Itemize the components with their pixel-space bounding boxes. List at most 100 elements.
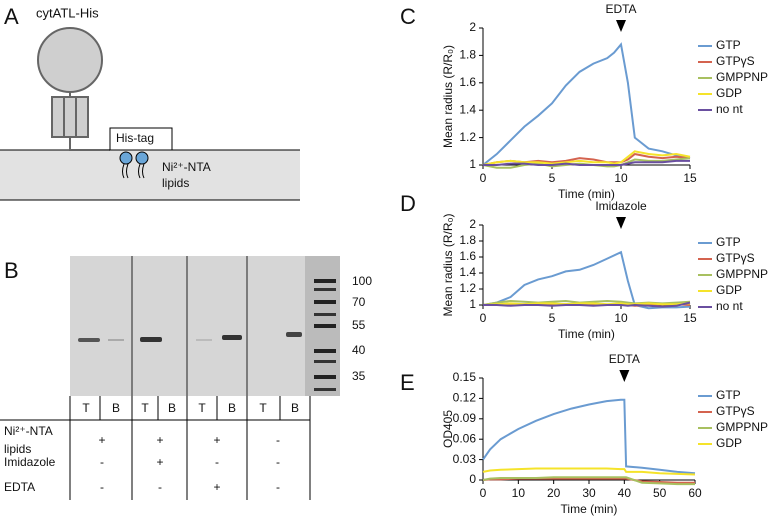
lane-label: T <box>259 401 267 415</box>
lane-label: T <box>141 401 149 415</box>
y-tick-label: 2 <box>469 217 476 231</box>
ladder-label: 70 <box>352 295 366 309</box>
gel-image <box>70 256 340 396</box>
series-line <box>482 476 695 486</box>
annotation: EDTA <box>605 2 636 16</box>
legend-label: GMPPNP <box>716 420 768 434</box>
lane-label: B <box>291 401 299 415</box>
series-line <box>482 42 691 166</box>
legend-label: GDP <box>716 283 742 297</box>
y-tick-label: 1.6 <box>459 75 476 89</box>
y-tick-label: 0.15 <box>453 370 477 384</box>
row-label: Ni²⁺-NTA <box>4 424 53 438</box>
row-label: EDTA <box>4 480 35 494</box>
x-tick-label: 40 <box>618 486 632 500</box>
annotation: EDTA <box>609 352 640 366</box>
lipid-label: Ni²⁺-NTA <box>162 160 211 174</box>
series-line <box>482 398 696 475</box>
x-tick-label: 60 <box>688 486 702 500</box>
y-tick-label: 1.2 <box>459 130 476 144</box>
legend-label: GTPγS <box>716 251 755 265</box>
panel-label: A <box>4 4 19 29</box>
table-cell: - <box>276 480 280 494</box>
y-tick-label: 1 <box>469 297 476 311</box>
y-axis-label: Mean radius (R/R₀) <box>441 213 455 316</box>
lane-label: B <box>112 401 120 415</box>
table-cell: - <box>158 480 162 494</box>
y-tick-label: 2 <box>469 20 476 34</box>
y-tick-label: 0.03 <box>453 452 477 466</box>
x-tick-label: 10 <box>512 486 526 500</box>
protein-label: cytATL-His <box>36 5 99 20</box>
x-tick-label: 30 <box>582 486 596 500</box>
membrane-diagram <box>0 27 300 201</box>
y-tick-label: 0.09 <box>453 411 477 425</box>
row-label: Imidazole <box>4 455 56 469</box>
panel-label: D <box>400 191 416 216</box>
table-cell: - <box>215 455 219 469</box>
y-tick-label: 1.4 <box>459 102 476 116</box>
x-tick-label: 0 <box>480 486 487 500</box>
legend-label: no nt <box>716 102 743 116</box>
x-axis-label: Time (min) <box>558 187 615 201</box>
table: T B T B T B T B Ni²⁺-NTA lipids + + + - Imidazole - + - - E… <box>4 401 299 494</box>
legend-label: GTP <box>716 235 741 249</box>
legend-label: GTPγS <box>716 54 755 68</box>
table-cell: + <box>98 433 105 447</box>
x-axis-label: Time (min) <box>561 502 618 516</box>
ladder-label: 40 <box>352 343 366 357</box>
ladder-label: 55 <box>352 318 366 332</box>
series-line <box>482 250 691 310</box>
series-line <box>483 301 691 308</box>
y-tick-label: 0.12 <box>453 391 477 405</box>
annotation-arrow <box>619 370 630 382</box>
table-cell: - <box>100 480 104 494</box>
annotation: Imidazole <box>595 199 647 213</box>
lane-label: B <box>168 401 176 415</box>
table-grid <box>0 396 311 500</box>
legend-label: GMPPNP <box>716 70 768 84</box>
table-cell: - <box>276 455 280 469</box>
table-cell: - <box>100 455 104 469</box>
ladder-label: 35 <box>352 369 366 383</box>
row-label: lipids <box>4 442 31 456</box>
y-axis-label: OD405 <box>441 410 455 448</box>
tag-label: His-tag <box>116 131 154 145</box>
y-tick-label: 1 <box>469 157 476 171</box>
table-cell: - <box>276 433 280 447</box>
legend-label: GTP <box>716 388 741 402</box>
legend-label: GTPγS <box>716 404 755 418</box>
lane-label: T <box>198 401 206 415</box>
series-line <box>482 467 696 476</box>
table-cell: + <box>213 480 220 494</box>
y-axis-label: Mean radius (R/R₀) <box>441 45 455 148</box>
legend-label: GDP <box>716 436 742 450</box>
y-tick-label: 0 <box>469 472 476 486</box>
x-tick-label: 20 <box>547 486 561 500</box>
panel-label: E <box>400 370 415 395</box>
legend-label: GMPPNP <box>716 267 768 281</box>
series-line <box>482 302 691 306</box>
lane-label: B <box>228 401 236 415</box>
legend-label: GDP <box>716 86 742 100</box>
table-cell: + <box>156 455 163 469</box>
annotation-arrow <box>616 20 626 32</box>
x-tick-label: 15 <box>683 171 697 185</box>
y-tick-label: 0.06 <box>453 431 477 445</box>
y-tick-label: 1.4 <box>459 265 476 279</box>
x-tick-label: 0 <box>480 311 487 325</box>
x-tick-label: 50 <box>653 486 667 500</box>
x-tick-label: 0 <box>480 171 487 185</box>
x-tick-label: 5 <box>549 311 556 325</box>
x-tick-label: 10 <box>614 171 628 185</box>
table-cell: + <box>213 433 220 447</box>
legend-label: no nt <box>716 299 743 313</box>
ladder-label: 100 <box>352 274 372 288</box>
y-tick-label: 1.2 <box>459 281 476 295</box>
y-tick-label: 1.8 <box>459 48 476 62</box>
panel-label: C <box>400 4 416 29</box>
annotation-arrow <box>616 217 626 229</box>
y-tick-label: 1.8 <box>459 233 476 247</box>
series-line <box>482 150 691 166</box>
